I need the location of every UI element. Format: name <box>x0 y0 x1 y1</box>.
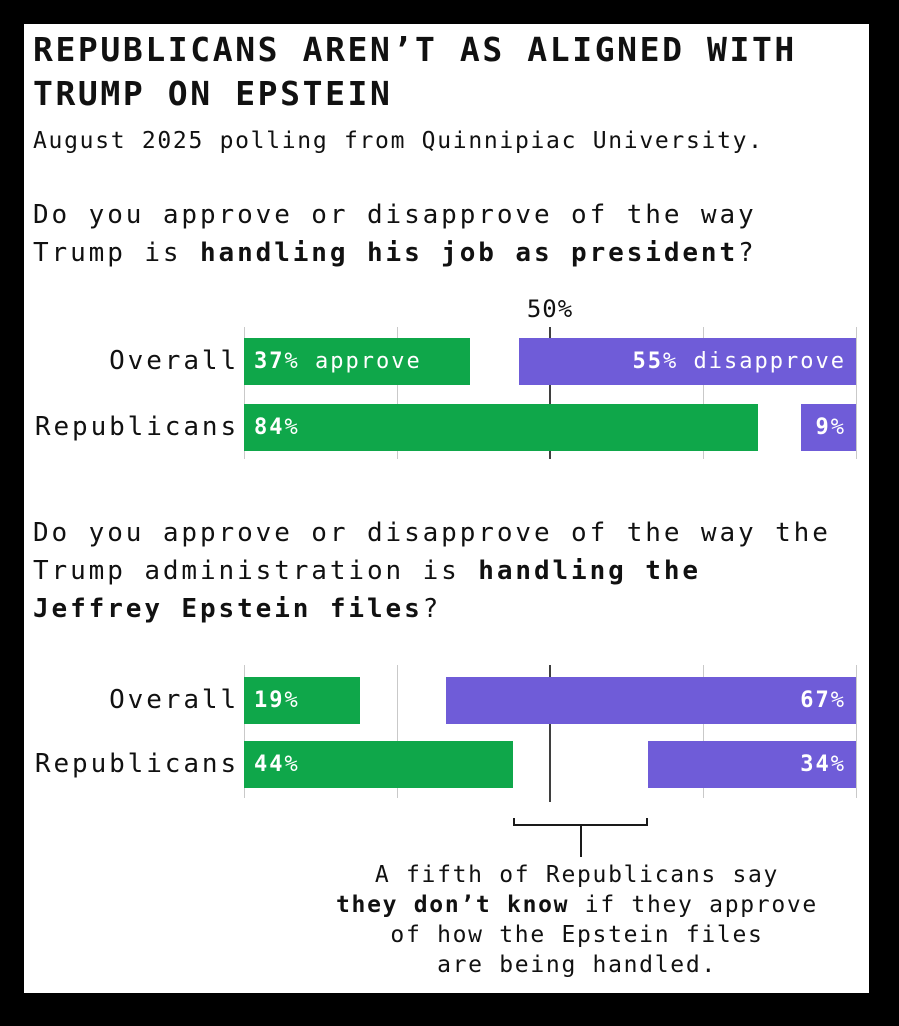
bold-text-segment: Jeffrey Epstein files <box>33 594 423 624</box>
text-segment: are being handled. <box>437 952 717 978</box>
bar-value-label: 44% <box>244 741 513 788</box>
text-segment: % <box>284 688 300 713</box>
disapprove-bar: 55% disapprove <box>519 338 856 385</box>
gridline <box>702 665 704 798</box>
text-segment: Trump is <box>33 238 200 268</box>
text-segment: A fifth of Republicans say <box>374 862 780 888</box>
text-segment: if they approve <box>569 892 818 918</box>
bar-value-label: 9% <box>801 404 856 451</box>
annotation-line: are being handled. <box>336 950 818 980</box>
bold-text-segment: they don’t know <box>336 892 570 918</box>
gridline <box>243 665 245 798</box>
chart-row: Republicans 84% 9% <box>35 404 856 451</box>
gridline <box>243 327 245 459</box>
bold-text-segment: 37 <box>254 349 285 374</box>
poll-question: Do you approve or disapprove of the way … <box>33 514 831 628</box>
text-segment: ? <box>738 238 757 268</box>
approve-bar: 37% approve <box>244 338 471 385</box>
text-segment: Do you approve or disapprove of the way <box>33 200 757 230</box>
annotation-line: A fifth of Republicans say <box>336 860 818 890</box>
chart-row: Overall 19% 67% <box>109 677 856 724</box>
poll-question: Do you approve or disapprove of the way T… <box>33 196 757 272</box>
bold-text-segment: 9 <box>815 415 831 440</box>
bracket <box>513 818 648 826</box>
category-label: Overall <box>109 685 239 715</box>
bar-value-label: 55% disapprove <box>519 338 856 385</box>
question-line: Trump is handling his job as president? <box>33 234 757 272</box>
chart-subtitle: August 2025 polling from Quinnipiac Univ… <box>33 128 764 154</box>
bar-value-label: 84% <box>244 404 758 451</box>
bar-value-label: 67% <box>446 677 856 724</box>
text-segment: % <box>830 415 846 440</box>
text-segment: ? <box>422 594 442 624</box>
bold-text-segment: 84 <box>254 415 285 440</box>
approve-bar: 84% <box>244 404 759 451</box>
annotation-line: they don’t know if they approve <box>336 890 818 920</box>
disapprove-bar: 9% <box>800 404 856 451</box>
approve-bar: 44% <box>244 741 514 788</box>
text-segment: % <box>284 415 300 440</box>
fifty-percent-label: 50% <box>526 295 574 323</box>
bold-text-segment: 67 <box>800 688 831 713</box>
text-segment: Do you approve or disapprove of the way … <box>33 518 831 548</box>
annotation-line: of how the Epstein files <box>336 920 818 950</box>
gridline <box>855 665 857 798</box>
annotation-callout: A fifth of Republicans say they don’t kno… <box>336 860 818 980</box>
bold-text-segment: 44 <box>254 752 285 777</box>
text-segment: % <box>284 752 300 777</box>
chart-row: Overall 37% approve 55% disapprove <box>109 338 856 385</box>
gridline <box>855 327 857 459</box>
text-segment: of how the Epstein files <box>390 922 764 948</box>
text-segment: % approve <box>284 349 422 374</box>
text-segment: % <box>830 688 846 713</box>
question-line: Trump administration is handling the <box>33 552 831 590</box>
bar-chart-plot: Overall 19% 67% Republicans 44% 34% A fifth of… <box>35 665 857 978</box>
gridline <box>702 327 704 459</box>
text-segment: Trump administration is <box>33 556 479 586</box>
gridline <box>396 665 398 798</box>
text-segment: % <box>830 752 846 777</box>
center-gridline <box>549 327 551 459</box>
approve-bar: 19% <box>244 677 361 724</box>
category-label: Republicans <box>34 412 239 442</box>
bar-chart-plot: 50% Overall 37% approve 55% disapprove Repub… <box>35 296 857 459</box>
category-label: Republicans <box>34 749 239 779</box>
bold-text-segment: handling the <box>478 556 701 586</box>
bold-text-segment: 34 <box>800 752 831 777</box>
question-line: Do you approve or disapprove of the way <box>33 196 757 234</box>
job-approval-chart: Do you approve or disapprove of the way T… <box>24 24 869 993</box>
chart-title: REPUBLICANS AREN’T AS ALIGNED WITH TRUMP… <box>33 30 797 113</box>
disapprove-bar: 34% <box>647 741 856 788</box>
bold-text-segment: 55 <box>632 349 664 374</box>
question-line: Jeffrey Epstein files? <box>33 590 831 628</box>
question-line: Do you approve or disapprove of the way … <box>33 514 831 552</box>
text-segment: % disapprove <box>663 349 846 374</box>
center-gridline <box>549 665 551 802</box>
bracket-stem <box>579 826 582 857</box>
chart-row: Republicans 44% 34% <box>35 741 856 788</box>
category-label: Overall <box>109 346 239 376</box>
bold-text-segment: handling his job as president <box>199 238 739 268</box>
bold-text-segment: 19 <box>254 688 285 713</box>
disapprove-bar: 67% <box>445 677 856 724</box>
bar-value-label: 37% approve <box>244 338 470 385</box>
gridline <box>396 327 398 459</box>
bar-value-label: 34% <box>648 741 856 788</box>
epstein-files-chart: Do you approve or disapprove of the way … <box>24 24 869 993</box>
chart-card: REPUBLICANS AREN’T AS ALIGNED WITH TRUMP… <box>24 24 869 993</box>
bar-value-label: 19% <box>244 677 360 724</box>
